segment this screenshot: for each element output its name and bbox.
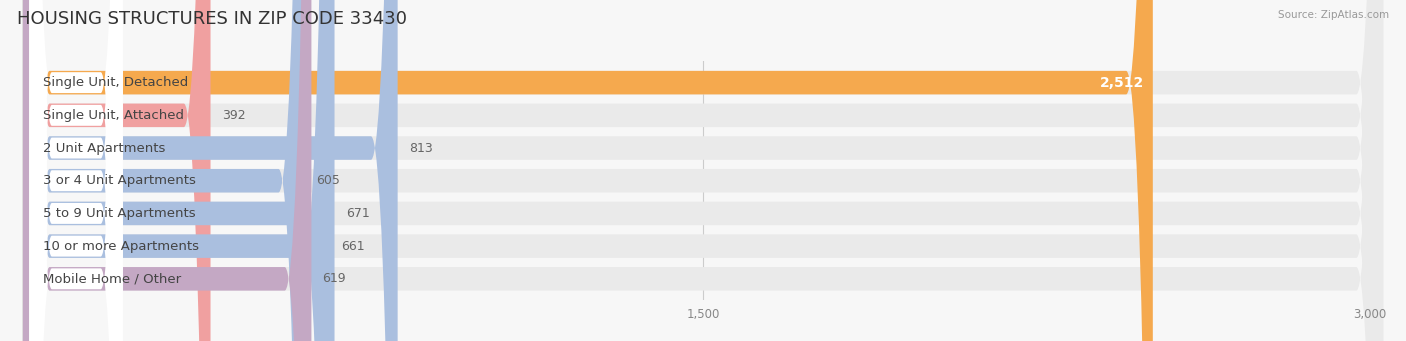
FancyBboxPatch shape [22, 0, 1384, 341]
Text: 2 Unit Apartments: 2 Unit Apartments [44, 142, 166, 154]
Text: 392: 392 [222, 109, 245, 122]
Text: 671: 671 [346, 207, 370, 220]
Text: 10 or more Apartments: 10 or more Apartments [44, 240, 200, 253]
Text: Source: ZipAtlas.com: Source: ZipAtlas.com [1278, 10, 1389, 20]
FancyBboxPatch shape [30, 0, 122, 341]
Text: Single Unit, Detached: Single Unit, Detached [44, 76, 188, 89]
FancyBboxPatch shape [30, 0, 122, 341]
FancyBboxPatch shape [22, 0, 330, 341]
FancyBboxPatch shape [30, 0, 122, 341]
FancyBboxPatch shape [22, 0, 305, 341]
FancyBboxPatch shape [22, 0, 398, 341]
Text: 605: 605 [316, 174, 340, 187]
FancyBboxPatch shape [22, 0, 1384, 341]
FancyBboxPatch shape [22, 0, 1384, 341]
Text: 619: 619 [322, 272, 346, 285]
FancyBboxPatch shape [22, 0, 1384, 341]
FancyBboxPatch shape [30, 0, 122, 341]
Text: HOUSING STRUCTURES IN ZIP CODE 33430: HOUSING STRUCTURES IN ZIP CODE 33430 [17, 10, 406, 28]
FancyBboxPatch shape [22, 0, 335, 341]
Text: 2,512: 2,512 [1099, 76, 1144, 90]
Text: 813: 813 [409, 142, 433, 154]
FancyBboxPatch shape [30, 0, 122, 341]
FancyBboxPatch shape [22, 0, 1384, 341]
FancyBboxPatch shape [22, 0, 1153, 341]
Text: Single Unit, Attached: Single Unit, Attached [44, 109, 184, 122]
FancyBboxPatch shape [30, 0, 122, 341]
Text: 3 or 4 Unit Apartments: 3 or 4 Unit Apartments [44, 174, 195, 187]
FancyBboxPatch shape [22, 0, 1384, 341]
FancyBboxPatch shape [22, 0, 1384, 341]
Text: 5 to 9 Unit Apartments: 5 to 9 Unit Apartments [44, 207, 195, 220]
Text: Mobile Home / Other: Mobile Home / Other [44, 272, 181, 285]
Text: 661: 661 [342, 240, 364, 253]
FancyBboxPatch shape [30, 0, 122, 341]
FancyBboxPatch shape [22, 0, 311, 341]
FancyBboxPatch shape [22, 0, 211, 341]
